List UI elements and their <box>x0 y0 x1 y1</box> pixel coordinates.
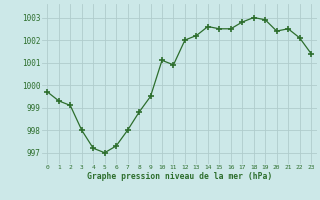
X-axis label: Graphe pression niveau de la mer (hPa): Graphe pression niveau de la mer (hPa) <box>87 172 272 181</box>
